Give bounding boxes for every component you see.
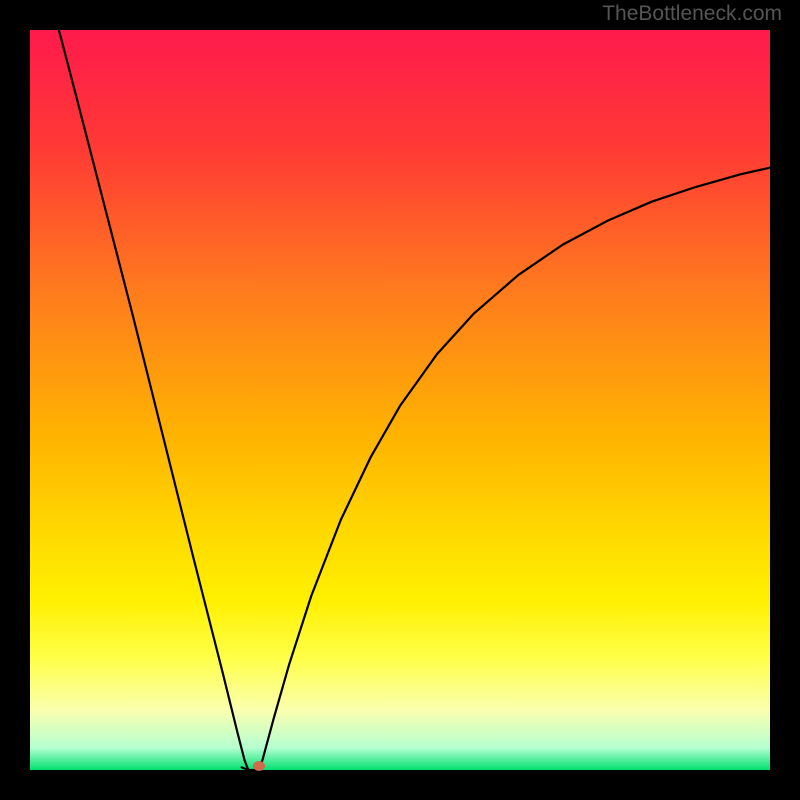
watermark-text: TheBottleneck.com	[602, 2, 782, 26]
chart-plot-area	[30, 30, 770, 770]
bottleneck-curve	[59, 30, 770, 770]
minimum-marker-dot	[253, 761, 265, 771]
curve-svg	[30, 30, 770, 770]
